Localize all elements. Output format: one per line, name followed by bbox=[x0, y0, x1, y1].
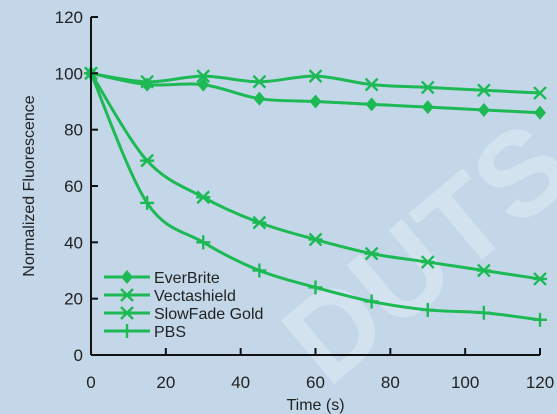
legend-item-pbs: PBS bbox=[104, 324, 186, 341]
data-point-pbs bbox=[364, 294, 379, 309]
data-point-pbs bbox=[476, 305, 491, 320]
legend-label: Vectashield bbox=[154, 288, 236, 305]
x-marker-stroke bbox=[196, 69, 211, 83]
diamond-marker bbox=[197, 77, 210, 92]
data-point-everbrite bbox=[197, 77, 210, 92]
legend-marker bbox=[120, 306, 134, 320]
y-tick-label: 100 bbox=[55, 64, 83, 83]
x-tick-label: 40 bbox=[231, 373, 250, 392]
y-tick-label: 0 bbox=[74, 346, 83, 365]
data-point-everbrite bbox=[534, 105, 546, 120]
y-tick-label: 80 bbox=[64, 121, 83, 140]
x-marker-stroke bbox=[364, 77, 379, 92]
y-tick-label: 60 bbox=[64, 177, 83, 196]
data-point-pbs bbox=[420, 302, 435, 317]
data-point-everbrite bbox=[253, 91, 266, 106]
x-tick-label: 60 bbox=[306, 373, 325, 392]
data-point-slowfade-gold bbox=[420, 255, 435, 269]
data-point-vectashield bbox=[196, 69, 211, 83]
series-layer bbox=[84, 66, 547, 327]
data-point-pbs bbox=[308, 280, 323, 295]
diamond-marker bbox=[253, 91, 266, 106]
x-tick-label: 120 bbox=[526, 373, 554, 392]
legend-label: SlowFade Gold bbox=[154, 306, 263, 323]
y-axis-title: Normalized Fluorescence bbox=[21, 95, 38, 277]
diamond-marker bbox=[121, 270, 133, 284]
data-point-vectashield bbox=[308, 69, 323, 83]
x-marker-stroke bbox=[120, 288, 134, 302]
data-point-vectashield bbox=[477, 83, 491, 98]
data-point-pbs bbox=[140, 195, 155, 210]
legend-item-vectashield: Vectashield bbox=[104, 288, 236, 305]
series-pbs bbox=[84, 66, 547, 327]
x-marker-stroke bbox=[533, 86, 547, 100]
data-point-vectashield bbox=[140, 74, 154, 89]
diamond-marker bbox=[477, 102, 490, 117]
legend-label: PBS bbox=[154, 324, 186, 341]
axes: 0 20 40 60 80 100 120 0 20 40 60 80 100 120 Time (s) No… bbox=[21, 8, 554, 414]
x-marker-stroke bbox=[477, 83, 491, 98]
data-point-everbrite bbox=[365, 97, 378, 112]
data-point-vectashield bbox=[364, 77, 379, 92]
data-point-pbs bbox=[533, 312, 547, 327]
data-point-vectashield bbox=[420, 80, 435, 95]
data-point-vectashield bbox=[533, 86, 547, 100]
series-everbrite bbox=[85, 66, 546, 120]
data-point-slowfade-gold bbox=[364, 246, 379, 261]
data-point-everbrite bbox=[421, 100, 434, 115]
legend-item-everbrite: EverBrite bbox=[104, 270, 220, 287]
y-tick-label: 20 bbox=[64, 290, 83, 309]
x-tick-label: 100 bbox=[451, 373, 479, 392]
data-point-pbs bbox=[196, 235, 211, 250]
legend-marker bbox=[120, 288, 134, 302]
data-point-slowfade-gold bbox=[308, 232, 323, 247]
y-tick-label: 120 bbox=[55, 8, 83, 27]
legend-label: EverBrite bbox=[154, 270, 220, 287]
diamond-marker bbox=[534, 105, 546, 120]
data-point-slowfade-gold bbox=[140, 153, 155, 168]
x-tick-label: 0 bbox=[86, 373, 95, 392]
diamond-marker bbox=[309, 94, 322, 109]
x-marker-stroke bbox=[308, 69, 323, 83]
diamond-marker bbox=[421, 100, 434, 115]
x-tick-label: 80 bbox=[381, 373, 400, 392]
data-point-pbs bbox=[252, 263, 267, 278]
diamond-marker bbox=[365, 97, 378, 112]
x-marker-stroke bbox=[420, 80, 435, 95]
series-vectashield bbox=[84, 66, 547, 100]
x-marker-stroke bbox=[140, 74, 154, 89]
data-point-everbrite bbox=[309, 94, 322, 109]
y-tick-label: 40 bbox=[64, 233, 83, 252]
legend-marker bbox=[120, 324, 134, 338]
legend-item-slowfade-gold: SlowFade Gold bbox=[104, 306, 263, 323]
data-point-slowfade-gold bbox=[533, 272, 547, 286]
watermark: DUTS bbox=[258, 96, 557, 409]
data-point-slowfade-gold bbox=[252, 215, 267, 230]
x-axis-title: Time (s) bbox=[286, 397, 344, 414]
data-point-vectashield bbox=[252, 74, 267, 89]
data-point-slowfade-gold bbox=[196, 190, 211, 205]
legend-marker bbox=[121, 270, 133, 284]
data-point-slowfade-gold bbox=[476, 263, 491, 278]
data-point-everbrite bbox=[477, 102, 490, 117]
x-tick-label: 20 bbox=[156, 373, 175, 392]
x-marker-stroke bbox=[252, 74, 267, 89]
